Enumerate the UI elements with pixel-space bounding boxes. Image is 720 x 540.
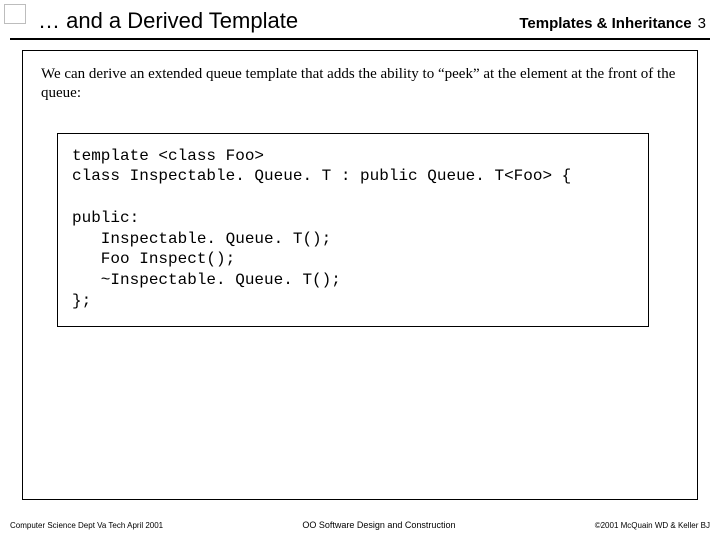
slide-number: 3 xyxy=(698,15,706,32)
code-line: ~Inspectable. Queue. T(); xyxy=(72,271,341,289)
footer: Computer Science Dept Va Tech April 2001… xyxy=(10,520,710,530)
footer-right: ©2001 McQuain WD & Keller BJ xyxy=(595,521,710,530)
intro-text: We can derive an extended queue template… xyxy=(41,65,679,103)
title-row: … and a Derived Template Templates & Inh… xyxy=(38,8,706,34)
slide-title: … and a Derived Template xyxy=(38,8,298,34)
footer-middle: OO Software Design and Construction xyxy=(302,520,455,530)
title-rule xyxy=(10,38,710,40)
code-line: template <class Foo> xyxy=(72,147,264,165)
code-line: }; xyxy=(72,292,91,310)
content-frame: We can derive an extended queue template… xyxy=(22,50,698,500)
code-line: class Inspectable. Queue. T : public Que… xyxy=(72,167,571,185)
code-line: public: xyxy=(72,209,139,227)
slide: … and a Derived Template Templates & Inh… xyxy=(0,0,720,540)
footer-left: Computer Science Dept Va Tech April 2001 xyxy=(10,521,163,530)
code-line: Inspectable. Queue. T(); xyxy=(72,230,331,248)
code-box: template <class Foo> class Inspectable. … xyxy=(57,133,649,327)
code-line: Foo Inspect(); xyxy=(72,250,235,268)
section-label: Templates & Inheritance xyxy=(519,15,691,32)
corner-decoration xyxy=(4,4,26,24)
slide-section: Templates & Inheritance 3 xyxy=(519,15,706,32)
